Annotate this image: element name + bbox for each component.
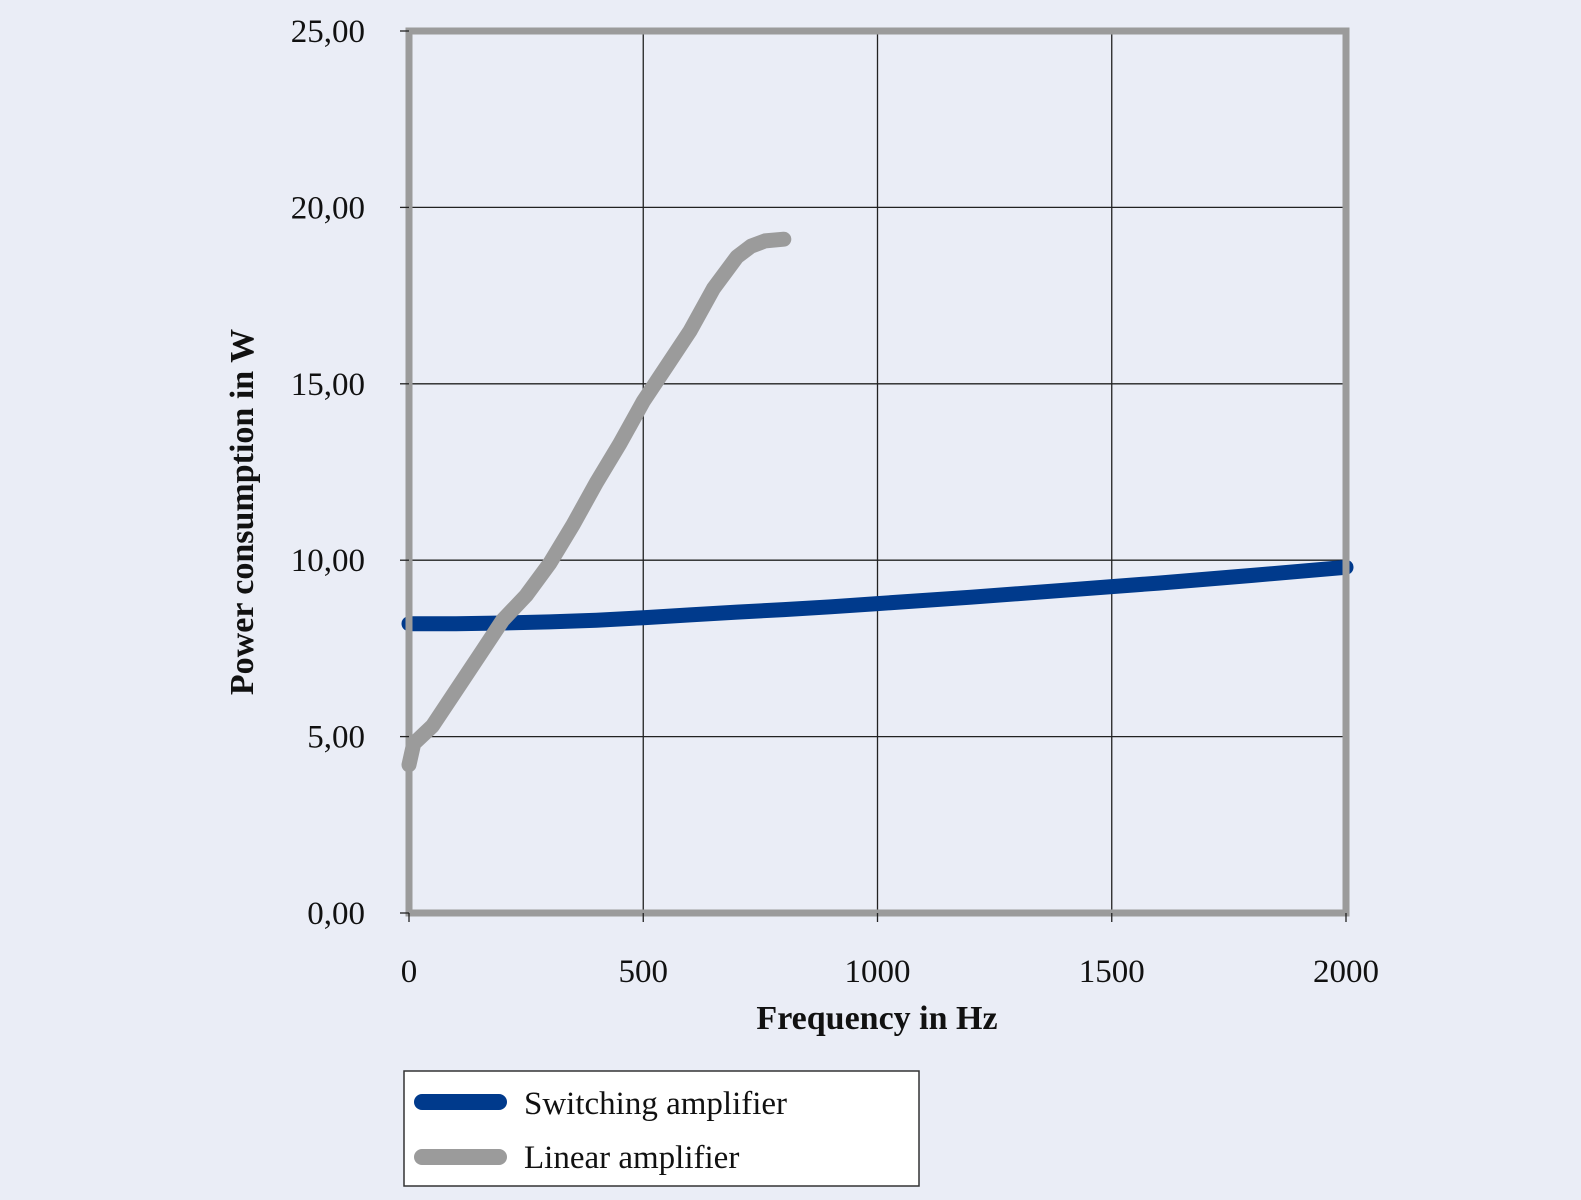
y-tick-label: 20,00 bbox=[291, 190, 365, 226]
axis-ticks bbox=[400, 30, 1347, 922]
legend-label-switching: Switching amplifier bbox=[524, 1086, 787, 1122]
y-tick-label: 15,00 bbox=[291, 367, 365, 403]
x-tick-labels: 0 500 1000 1500 2000 bbox=[401, 954, 1379, 990]
x-tick-label: 1000 bbox=[845, 954, 911, 990]
series-line-switching bbox=[401, 559, 1354, 632]
grid-lines bbox=[409, 31, 1346, 913]
legend: Switching amplifier Linear amplifier bbox=[403, 1070, 920, 1187]
x-tick-label: 0 bbox=[401, 954, 418, 990]
x-tick-label: 2000 bbox=[1313, 954, 1379, 990]
y-tick-label: 10,00 bbox=[291, 543, 365, 579]
y-tick-label: 0,00 bbox=[307, 896, 365, 932]
legend-box bbox=[403, 1070, 920, 1187]
x-tick-label: 1500 bbox=[1079, 954, 1145, 990]
series-line-linear bbox=[401, 231, 792, 773]
y-axis-title: Power consumption in W bbox=[224, 329, 261, 695]
x-tick-label: 500 bbox=[619, 954, 669, 990]
y-tick-label: 25,00 bbox=[291, 14, 365, 50]
series-layer bbox=[401, 231, 1354, 773]
legend-label-linear: Linear amplifier bbox=[524, 1140, 739, 1176]
x-axis-title: Frequency in Hz bbox=[756, 1000, 997, 1037]
y-tick-label: 5,00 bbox=[307, 720, 365, 756]
y-tick-labels: 0,00 5,00 10,00 15,00 20,00 25,00 bbox=[291, 14, 365, 932]
